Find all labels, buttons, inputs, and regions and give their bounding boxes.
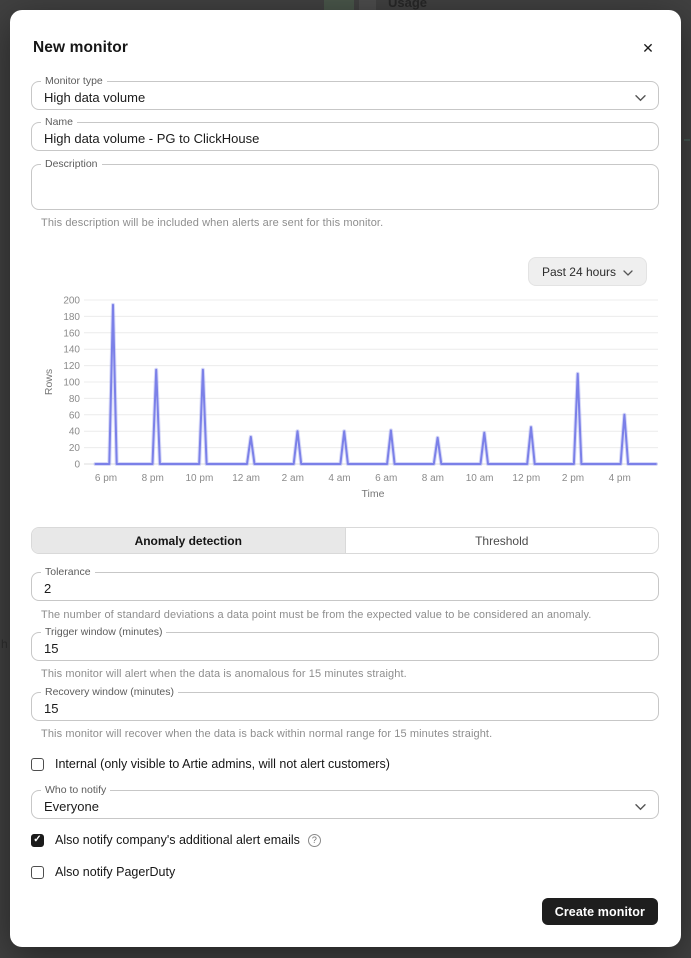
close-icon[interactable]: ✕	[642, 39, 654, 56]
svg-text:2 am: 2 am	[282, 473, 304, 484]
name-value: High data volume - PG to ClickHouse	[44, 131, 260, 146]
name-label: Name	[41, 116, 78, 128]
svg-text:6 am: 6 am	[375, 473, 397, 484]
time-range-button[interactable]: Past 24 hours	[527, 257, 647, 286]
svg-text:120: 120	[63, 361, 80, 372]
chevron-down-icon	[623, 265, 633, 279]
background-icon	[359, 0, 376, 12]
name-field[interactable]: Name High data volume - PG to ClickHouse	[31, 116, 659, 151]
rows-over-time-chart: 0 20 40 60 80 100 120 140 160 180 200 6 pm 8 pm 10 pm…	[40, 291, 662, 505]
svg-text:10 pm: 10 pm	[186, 473, 214, 484]
recovery-window-helper: This monitor will recover when the data …	[41, 728, 493, 740]
svg-text:40: 40	[69, 427, 81, 438]
tab-anomaly-detection[interactable]: Anomaly detection	[32, 528, 345, 553]
alert-emails-checkbox-label: Also notify company's additional alert e…	[55, 833, 300, 847]
svg-text:10 am: 10 am	[466, 473, 494, 484]
trigger-window-field[interactable]: Trigger window (minutes) 15	[31, 626, 659, 661]
dialog-title: New monitor	[33, 39, 128, 56]
svg-text:200: 200	[63, 296, 80, 307]
recovery-window-field[interactable]: Recovery window (minutes) 15	[31, 686, 659, 721]
svg-text:6 pm: 6 pm	[95, 473, 117, 484]
description-value	[32, 165, 658, 173]
tolerance-value: 2	[44, 581, 52, 596]
svg-text:160: 160	[63, 328, 80, 339]
create-monitor-button[interactable]: Create monitor	[541, 898, 658, 925]
svg-text:4 am: 4 am	[328, 473, 350, 484]
svg-text:12 pm: 12 pm	[512, 473, 540, 484]
pagerduty-checkbox-row[interactable]: Also notify PagerDuty	[31, 865, 175, 879]
description-field[interactable]: Description	[31, 158, 659, 210]
svg-text:100: 100	[63, 378, 80, 389]
tolerance-helper: The number of standard deviations a data…	[41, 609, 592, 621]
who-to-notify-select[interactable]: Who to notify Everyone	[31, 784, 659, 819]
monitor-type-select[interactable]: Monitor type High data volume	[31, 75, 659, 110]
chevron-down-icon	[635, 88, 646, 106]
recovery-window-label: Recovery window (minutes)	[41, 686, 178, 698]
who-to-notify-label: Who to notify	[41, 784, 111, 796]
alert-emails-checkbox-row[interactable]: ✓ Also notify company's additional alert…	[31, 833, 321, 847]
svg-text:2 pm: 2 pm	[562, 473, 584, 484]
svg-text:140: 140	[63, 345, 80, 356]
tolerance-field[interactable]: Tolerance 2	[31, 566, 659, 601]
new-monitor-dialog: New monitor ✕ Monitor type High data vol…	[10, 10, 681, 947]
internal-checkbox-label: Internal (only visible to Artie admins, …	[55, 757, 390, 771]
alert-emails-checkbox[interactable]: ✓	[31, 833, 44, 847]
svg-text:Rows: Rows	[43, 369, 55, 395]
svg-text:80: 80	[69, 394, 81, 405]
chart-svg: 0 20 40 60 80 100 120 140 160 180 200 6 pm 8 pm 10 pm…	[43, 296, 658, 500]
who-to-notify-value: Everyone	[44, 799, 99, 814]
chevron-down-icon	[635, 797, 646, 815]
recovery-window-value: 15	[44, 701, 59, 716]
tolerance-label: Tolerance	[41, 566, 95, 578]
background-usage-label: Usage	[388, 0, 428, 10]
svg-text:12 am: 12 am	[232, 473, 260, 484]
svg-text:0: 0	[74, 460, 80, 471]
svg-text:20: 20	[69, 443, 81, 454]
check-icon: ✓	[33, 834, 42, 845]
trigger-window-helper: This monitor will alert when the data is…	[41, 668, 407, 680]
svg-text:8 am: 8 am	[422, 473, 444, 484]
tab-threshold[interactable]: Threshold	[344, 528, 659, 553]
internal-checkbox-row[interactable]: Internal (only visible to Artie admins, …	[31, 757, 390, 771]
pagerduty-checkbox-label: Also notify PagerDuty	[55, 865, 176, 879]
time-range-label: Past 24 hours	[541, 264, 616, 279]
svg-text:4 pm: 4 pm	[609, 473, 631, 484]
svg-text:Time: Time	[362, 488, 385, 500]
internal-checkbox[interactable]	[31, 757, 44, 771]
background-dash	[684, 139, 690, 141]
background-partial-text: h	[1, 637, 8, 651]
pagerduty-checkbox[interactable]	[31, 865, 44, 879]
trigger-window-value: 15	[44, 641, 59, 656]
monitor-type-label: Monitor type	[41, 75, 107, 87]
detection-mode-tabs: Anomaly detection Threshold	[31, 527, 659, 554]
svg-text:60: 60	[69, 410, 81, 421]
monitor-type-value: High data volume	[44, 90, 146, 105]
description-helper: This description will be included when a…	[41, 217, 384, 229]
svg-text:8 pm: 8 pm	[142, 473, 164, 484]
svg-text:180: 180	[63, 312, 80, 323]
help-icon[interactable]: ?	[307, 833, 321, 847]
description-label: Description	[41, 158, 102, 170]
trigger-window-label: Trigger window (minutes)	[41, 626, 167, 638]
